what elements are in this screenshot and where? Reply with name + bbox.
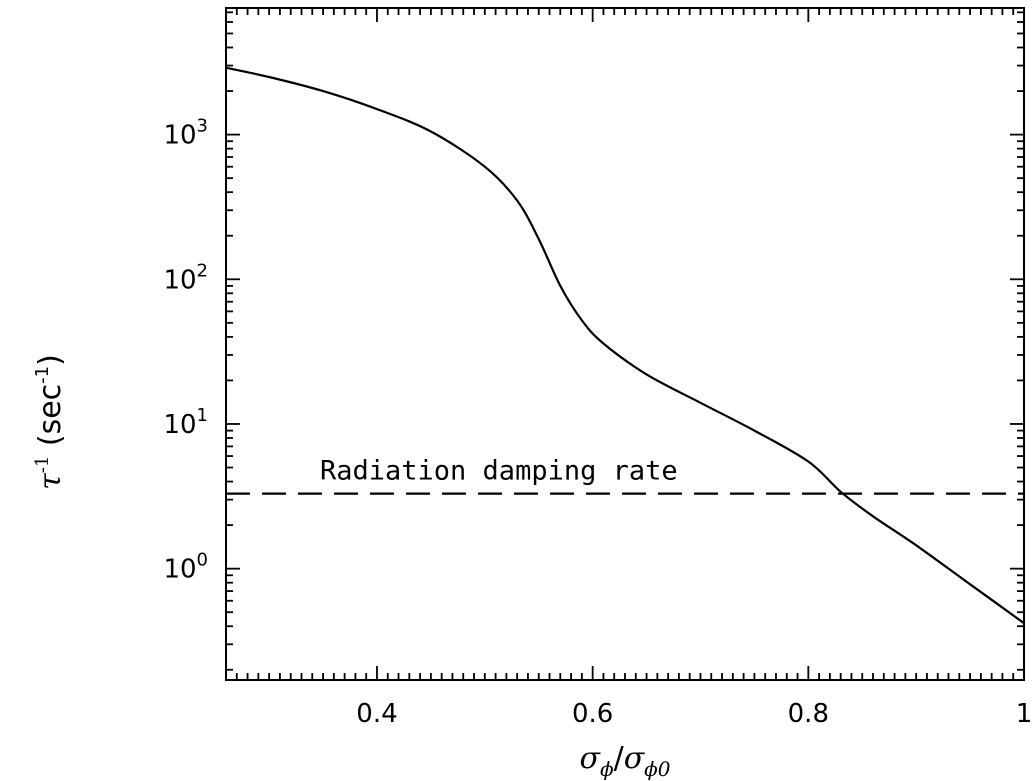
y-axis: 100 101 102 103 [163, 11, 1024, 671]
x-tick-label: 0.4 [356, 699, 397, 729]
y-axis-title: τ-1 (sec-1) [32, 354, 68, 490]
y-tick-label: 101 [163, 405, 208, 440]
plot-frame [225, 7, 1025, 681]
x-axis-title: σϕ/σϕ0 [579, 741, 670, 781]
x-axis: 0.4 0.6 0.8 1 [225, 8, 1032, 729]
series-line [225, 66, 1025, 625]
x-tick-label: 1 [1016, 699, 1032, 729]
y-tick-label: 100 [163, 550, 208, 585]
y-tick-label: 103 [163, 116, 208, 151]
x-tick-label: 0.6 [572, 699, 613, 729]
radiation-damping-label: Radiation damping rate [320, 456, 678, 487]
y-tick-label: 102 [163, 260, 208, 295]
x-tick-label: 0.8 [788, 699, 829, 729]
